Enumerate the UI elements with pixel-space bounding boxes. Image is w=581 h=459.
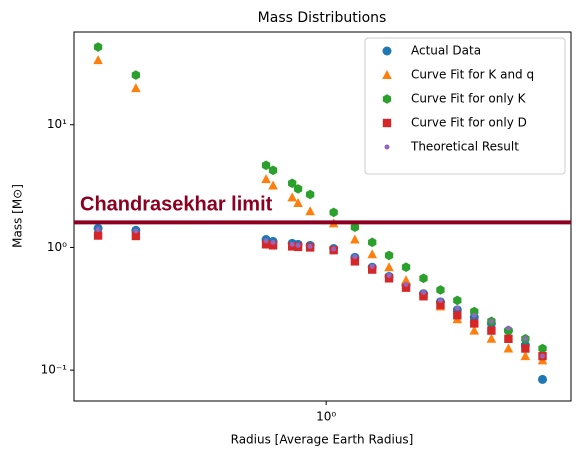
data-point [488, 318, 494, 324]
data-point [437, 297, 443, 303]
legend-label: Curve Fit for only D [411, 116, 527, 130]
legend-box [364, 37, 566, 175]
legend-label: Actual Data [411, 44, 481, 58]
legend-label: Curve Fit for only K [411, 92, 527, 106]
data-point [350, 234, 360, 244]
data-point [288, 178, 297, 189]
legend-marker [382, 118, 392, 128]
legend-marker [384, 144, 390, 150]
data-point [263, 238, 269, 244]
data-point [268, 165, 278, 176]
legend-marker [382, 70, 392, 79]
data-point [454, 305, 460, 311]
data-point [369, 263, 375, 269]
legend-entry: Curve Fit for only K [382, 92, 527, 106]
reference-label: Chandrasekhar limit [80, 194, 273, 216]
legend: Actual Data Curve Fit for K and q Curve Fi… [364, 37, 566, 175]
y-axis-label: Mass [M⊙] [11, 184, 25, 248]
data-point [538, 374, 548, 384]
data-point [420, 289, 426, 295]
data-point [93, 42, 103, 52]
data-point [520, 351, 531, 361]
data-point [419, 292, 428, 301]
legend-entry: Curve Fit for K and q [382, 68, 534, 82]
data-point [289, 241, 295, 247]
data-point [287, 192, 297, 202]
y-tick-label: 10⁻¹ [41, 363, 68, 377]
data-point [384, 274, 394, 283]
data-point [471, 312, 477, 318]
x-tick-label: 10⁰ [316, 410, 336, 424]
data-point [368, 265, 377, 274]
data-point [329, 207, 338, 218]
data-point [93, 55, 103, 65]
data-point [453, 311, 462, 320]
data-point [305, 206, 315, 216]
data-point [386, 273, 392, 279]
data-point [270, 239, 276, 245]
data-point [261, 160, 271, 171]
data-point [470, 319, 479, 328]
data-point [504, 334, 513, 343]
data-point [436, 285, 445, 295]
data-point [401, 283, 411, 292]
data-point [522, 336, 528, 342]
data-point [503, 343, 514, 353]
data-point [131, 231, 141, 241]
data-point [305, 189, 315, 200]
data-point [95, 226, 101, 232]
data-point [469, 325, 480, 335]
data-point [268, 241, 278, 250]
data-point [384, 262, 394, 272]
data-point [401, 262, 411, 272]
plot-frame [73, 31, 572, 402]
legend-entry: Theoretical Result [384, 140, 519, 154]
data-point [367, 249, 378, 259]
data-point [352, 254, 358, 260]
y-tick-label: 10¹ [47, 117, 67, 131]
data-point [307, 243, 313, 249]
data-point [419, 273, 428, 284]
data-point [331, 246, 337, 252]
legend-label: Curve Fit for K and q [411, 68, 534, 82]
data-point [131, 83, 141, 93]
legend-marker [382, 94, 392, 104]
data-point [133, 228, 139, 234]
data-point [295, 242, 301, 248]
data-point [401, 275, 411, 285]
data-point [350, 257, 360, 266]
data-point [261, 174, 271, 184]
x-axis-label: Radius [Average Earth Radius] [231, 433, 414, 447]
data-point [486, 333, 497, 343]
data-point [384, 250, 394, 261]
data-point [261, 240, 271, 249]
data-point [93, 231, 103, 240]
data-point [538, 343, 547, 354]
data-point [268, 180, 278, 190]
data-point [505, 325, 511, 331]
data-point [436, 300, 445, 310]
data-point [293, 184, 303, 194]
data-point [540, 353, 546, 359]
y-tick-label: 10⁰ [47, 240, 67, 254]
data-point [368, 237, 377, 248]
data-point [521, 344, 530, 353]
data-point [350, 222, 360, 233]
legend-label: Theoretical Result [410, 140, 519, 154]
data-point [403, 281, 409, 287]
data-point [293, 198, 303, 208]
chart-title: Mass Distributions [258, 10, 387, 26]
legend-entry: Actual Data [382, 44, 481, 58]
data-point [131, 70, 141, 80]
data-point [487, 326, 496, 335]
data-point [453, 295, 462, 306]
legend-entry: Curve Fit for only D [382, 116, 527, 130]
legend-marker [382, 46, 392, 56]
